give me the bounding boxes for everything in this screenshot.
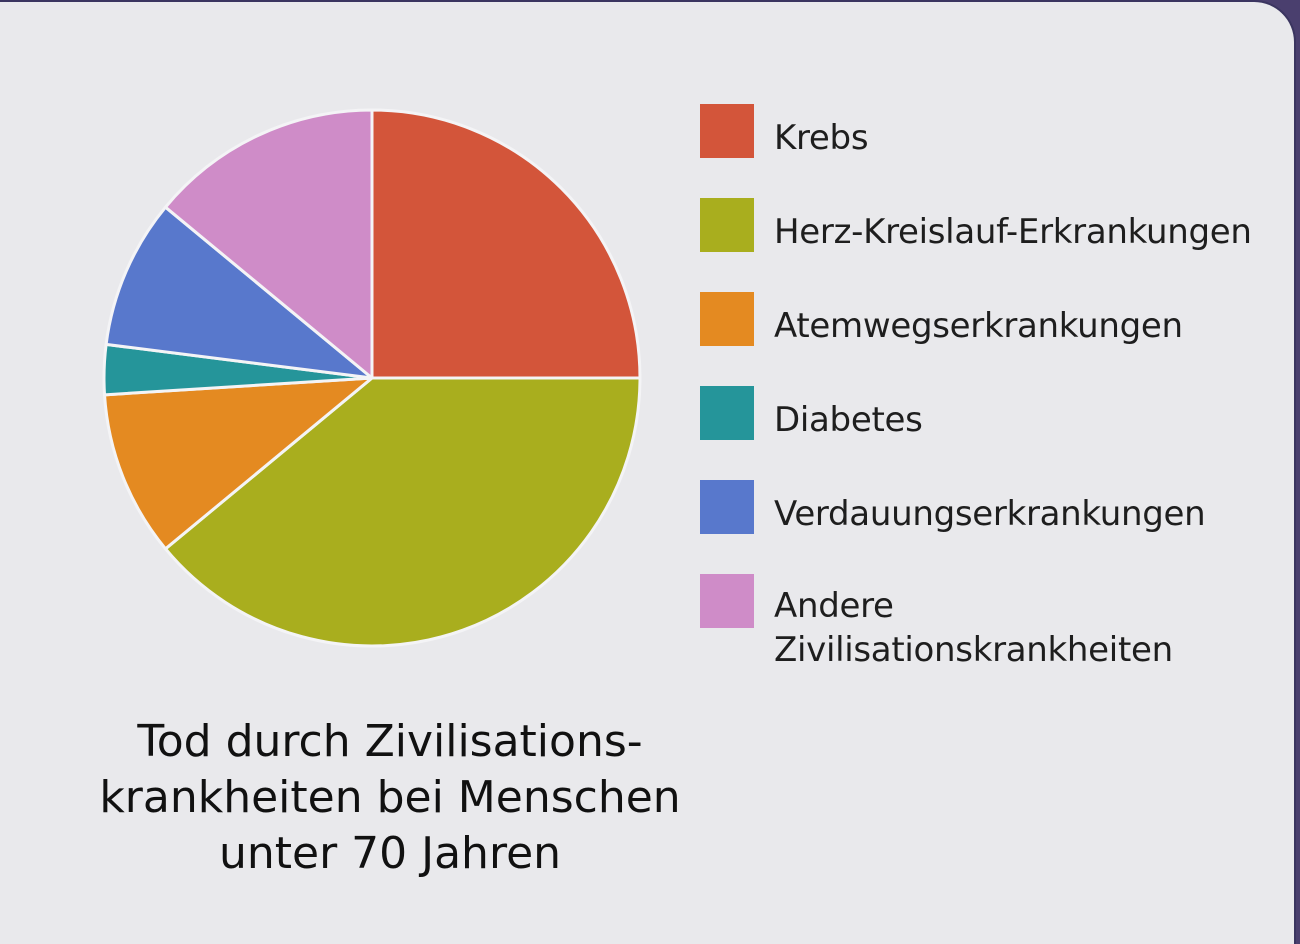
legend-item-herz-kreislauf: Herz-Kreislauf-Erkrankungen <box>700 196 1290 290</box>
legend-swatch-herz-kreislauf <box>700 198 754 252</box>
legend-label-andere-line-1: Andere <box>774 586 894 626</box>
chart-title-line-2: krankheiten bei Menschen <box>99 772 681 823</box>
legend-item-andere: Andere Zivilisationskrankheiten <box>700 572 1290 670</box>
legend-swatch-krebs <box>700 104 754 158</box>
legend-label-verdauung: Verdauungserkrankungen <box>774 494 1206 534</box>
pie-chart <box>100 98 652 658</box>
legend-item-verdauung: Verdauungserkrankungen <box>700 478 1290 572</box>
pie-svg <box>102 108 642 648</box>
chart-title-line-1: Tod durch Zivilisations- <box>137 716 643 767</box>
pie-slice-atemwege <box>103 376 374 551</box>
pie-slice-verdauung <box>104 205 374 380</box>
chart-title: Tod durch Zivilisations- krankheiten bei… <box>40 714 740 882</box>
legend-label-andere: Andere Zivilisationskrankheiten <box>774 584 1244 672</box>
legend-label-atemwege: Atemwegserkrankungen <box>774 306 1183 346</box>
legend-item-krebs: Krebs <box>700 102 1290 196</box>
legend-label-diabetes: Diabetes <box>774 400 923 440</box>
chart-title-line-3: unter 70 Jahren <box>218 828 562 879</box>
legend-swatch-verdauung <box>700 480 754 534</box>
pie-slice-andere <box>164 108 374 380</box>
legend-swatch-atemwege <box>700 292 754 346</box>
legend-label-krebs: Krebs <box>774 118 869 158</box>
legend-label-herz-kreislauf: Herz-Kreislauf-Erkrankungen <box>774 212 1252 252</box>
legend-swatch-diabetes <box>700 386 754 440</box>
pie-slice-herz-kreislauf <box>164 376 642 648</box>
legend-label-andere-line-2: Zivilisationskrankheiten <box>774 630 1173 670</box>
legend-swatch-andere <box>700 574 754 628</box>
pie-slice-krebs <box>370 108 642 380</box>
legend: Krebs Herz-Kreislauf-Erkrankungen Atemwe… <box>700 102 1290 670</box>
legend-item-diabetes: Diabetes <box>700 384 1290 478</box>
legend-item-atemwege: Atemwegserkrankungen <box>700 290 1290 384</box>
